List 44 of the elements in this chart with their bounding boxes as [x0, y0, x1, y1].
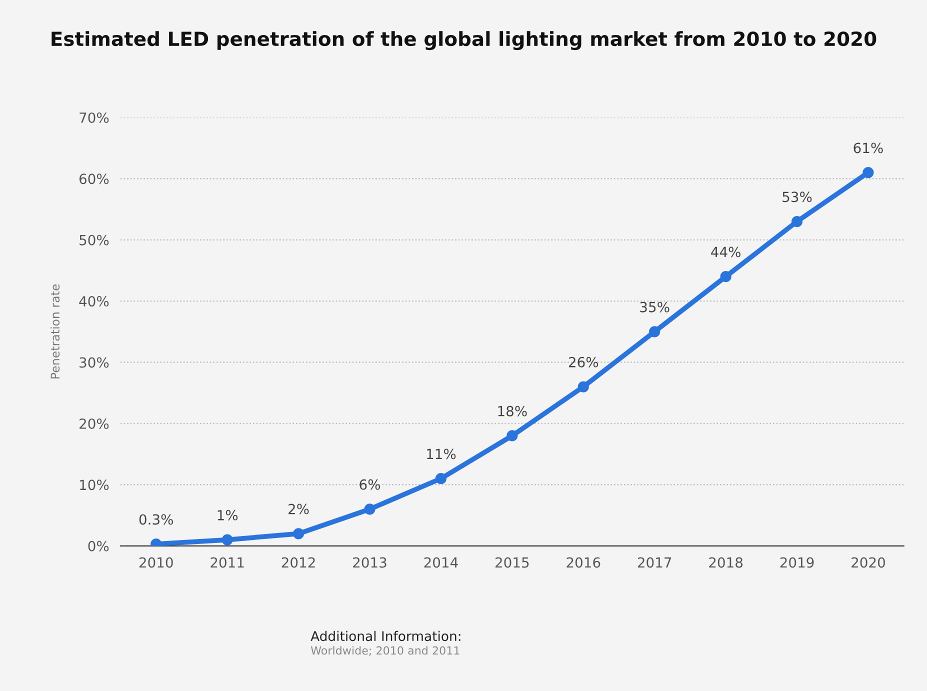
data-label: 1% [218, 510, 238, 520]
y-tick-label: 70% [80, 112, 109, 123]
x-tick-label: 2012 [282, 557, 315, 568]
data-label: 18% [498, 406, 527, 416]
y-tick-label: 10% [80, 480, 109, 490]
point [292, 528, 304, 540]
x-tick-label: 2018 [709, 557, 743, 568]
point [222, 534, 233, 546]
data-label: 44% [711, 246, 740, 258]
text: Additional Information: [310, 630, 460, 642]
data-label: 53% [782, 192, 812, 202]
x-tick-label: 2010 [139, 557, 173, 568]
x-tick-label: 2020 [852, 557, 885, 568]
y-tick-label: 60% [80, 174, 109, 184]
y-axis-title: Penetration rate [50, 284, 60, 378]
data-label: 61% [854, 142, 883, 154]
x-tick-label: 2019 [780, 557, 814, 568]
point [435, 473, 447, 484]
data-label: 6% [360, 479, 380, 490]
data-label: 0.3% [139, 514, 173, 525]
data-label: 11% [427, 448, 456, 460]
x-tick-label: 2017 [638, 557, 672, 568]
y-tick-label: 0% [88, 540, 109, 552]
data-label: 2% [288, 504, 309, 514]
y-tick-label: 50% [80, 234, 109, 246]
point [862, 166, 874, 178]
point [720, 271, 732, 282]
x-tick-label: 2014 [424, 557, 458, 568]
point [578, 381, 589, 392]
x-tick-label: 2011 [210, 557, 244, 568]
text: Worldwide; 2010 and 2011 [310, 646, 460, 656]
point [364, 504, 376, 515]
point [791, 216, 803, 228]
x-tick-label: 2015 [496, 557, 529, 568]
point [506, 430, 518, 442]
x-tick-label: 2013 [353, 557, 386, 568]
y-tick-label: 40% [79, 296, 109, 307]
y-tick-label: 20% [80, 418, 109, 429]
point [649, 326, 660, 338]
x-tick-label: 2016 [566, 557, 600, 568]
data-label: 26% [568, 356, 598, 368]
data-label: 35% [640, 302, 670, 312]
y-tick-label: 30% [80, 357, 109, 368]
chart-title: Estimated LED penetration of the global lighting market from 2010 to 2020 [52, 31, 876, 50]
